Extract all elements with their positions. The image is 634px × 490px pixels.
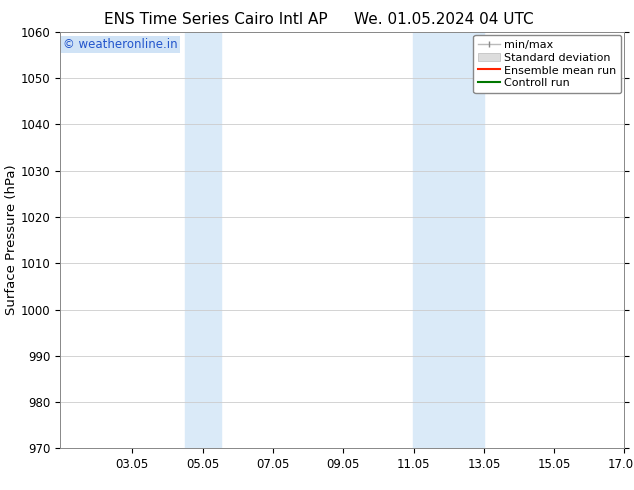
Bar xyxy=(413,32,484,448)
Text: We. 01.05.2024 04 UTC: We. 01.05.2024 04 UTC xyxy=(354,12,534,27)
Bar xyxy=(184,32,221,448)
Y-axis label: Surface Pressure (hPa): Surface Pressure (hPa) xyxy=(5,165,18,316)
Legend: min/max, Standard deviation, Ensemble mean run, Controll run: min/max, Standard deviation, Ensemble me… xyxy=(474,35,621,93)
Text: © weatheronline.in: © weatheronline.in xyxy=(63,38,178,51)
Text: ENS Time Series Cairo Intl AP: ENS Time Series Cairo Intl AP xyxy=(104,12,327,27)
